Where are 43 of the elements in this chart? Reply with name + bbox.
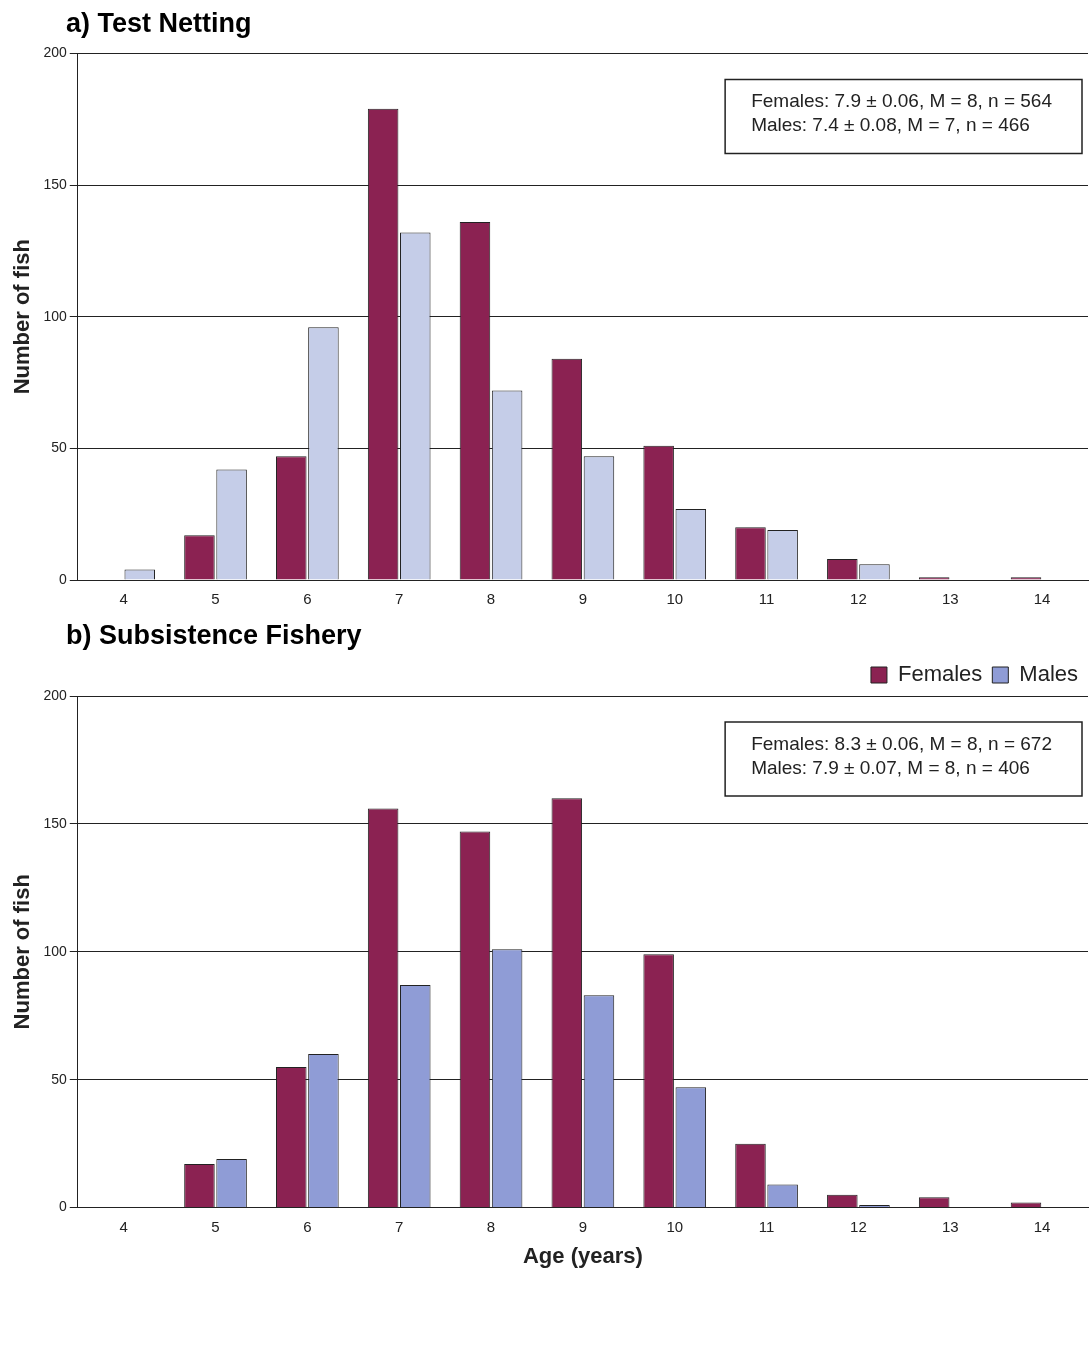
annotation: Males: 7.9 ± 0.07, M = 8, n = 406: [751, 756, 1030, 778]
chart-title: a) Test Netting: [65, 7, 253, 40]
x-tick-label: 7: [395, 590, 404, 608]
x-tick-label: 13: [941, 1217, 959, 1235]
y-tick-label: 0: [58, 570, 67, 587]
x-tick-label: 12: [850, 1217, 867, 1235]
x-tick-label: 14: [1033, 590, 1051, 608]
y-axis-title: Number of fish: [9, 239, 35, 395]
legend-label: Males: [1019, 661, 1078, 687]
chart-title: b) Subsistence Fishery: [65, 619, 363, 652]
y-tick-label: 0: [58, 1198, 67, 1215]
x-tick-label: 12: [850, 590, 867, 608]
y-tick-label: 150: [43, 814, 67, 831]
annotation: Females: 7.9 ± 0.06, M = 8, n = 564: [751, 90, 1053, 112]
x-tick-label: 9: [578, 1217, 588, 1235]
y-tick-label: 50: [51, 439, 67, 456]
x-tick-label: 13: [941, 590, 959, 608]
x-tick-label: 9: [578, 590, 588, 608]
legend-label: Females: [897, 661, 983, 687]
annotation: Males: 7.4 ± 0.08, M = 7, n = 466: [751, 114, 1030, 136]
x-tick-label: 11: [758, 1217, 775, 1235]
x-tick-label: 14: [1033, 1217, 1051, 1235]
x-tick-label: 7: [395, 1217, 404, 1235]
x-tick-label: 10: [666, 1217, 684, 1235]
y-axis-title: Number of fish: [9, 874, 35, 1030]
x-tick-label: 4: [119, 590, 128, 608]
y-tick-label: 50: [51, 1070, 67, 1087]
x-tick-label: 10: [666, 590, 684, 608]
y-tick-label: 200: [43, 44, 67, 61]
x-tick-label: 4: [119, 1217, 128, 1235]
x-axis-title: Age (years): [522, 1242, 643, 1268]
x-tick-label: 8: [486, 1217, 496, 1235]
x-tick-label: 6: [303, 590, 312, 608]
x-tick-label: 11: [758, 590, 775, 608]
x-tick-label: 5: [211, 590, 220, 608]
x-tick-label: 6: [303, 1217, 312, 1235]
x-tick-label: 8: [486, 590, 496, 608]
y-tick-label: 200: [43, 686, 67, 703]
annotation: Females: 8.3 ± 0.06, M = 8, n = 672: [751, 732, 1052, 754]
y-tick-label: 100: [43, 942, 67, 959]
x-tick-label: 5: [211, 1217, 220, 1235]
y-tick-label: 150: [43, 175, 67, 192]
y-tick-label: 100: [43, 307, 67, 324]
